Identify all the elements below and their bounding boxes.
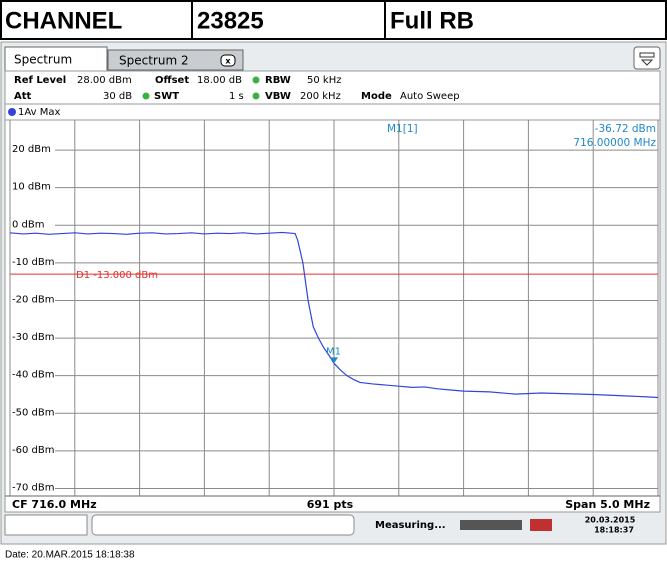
date-line: Date: 20.MAR.2015 18:18:38	[5, 550, 135, 561]
y-tick-label: -20 dBm	[12, 294, 54, 305]
tab[interactable]	[107, 49, 244, 71]
plot-frame	[4, 119, 661, 513]
setting-value: Auto Sweep	[400, 91, 460, 102]
status-date: 20.03.2015	[585, 516, 636, 525]
marker-readout: 716.00000 MHz	[573, 137, 656, 149]
status-box	[4, 514, 88, 536]
settings-panel	[4, 70, 661, 105]
setting-label: SWT	[154, 91, 179, 102]
header-cell: Full RB	[390, 7, 474, 34]
marker	[330, 357, 338, 364]
setting-value: 50 kHz	[307, 75, 341, 86]
trace-dot	[8, 108, 16, 116]
footer-left: CF 716.0 MHz	[12, 498, 97, 511]
status-dot	[252, 76, 260, 84]
settings: Ref Level 28.00 dBm Offset 18.00 dB RBW 50 kH…	[14, 75, 460, 102]
setting-value: 18.00 dB	[197, 75, 242, 86]
status-dot	[252, 92, 260, 100]
plot: 20 dBm 10 dBm 0 dBm -10 dBm -20 dBm -30 dBm -4…	[9, 120, 659, 496]
tab-label: Spectrum	[14, 53, 72, 67]
tab[interactable]	[4, 46, 108, 72]
setting-value: 30 dB	[103, 91, 132, 102]
footer-right: Span 5.0 MHz	[565, 498, 650, 511]
status-text: Measuring...	[375, 520, 446, 531]
marker-readout: -36.72 dBm	[595, 123, 656, 135]
tab-label: Spectrum 2	[119, 54, 189, 68]
setting-label: VBW	[265, 91, 291, 102]
display-line-label: D1 -13.000 dBm	[76, 270, 158, 281]
marker-readout: M1[1]	[387, 123, 418, 135]
y-tick-label: -10 dBm	[12, 257, 54, 268]
header-cell: 23825	[197, 7, 264, 34]
setting-label: Ref Level	[14, 75, 66, 86]
y-tick-label: -60 dBm	[12, 445, 54, 456]
trace-label-box	[4, 103, 661, 121]
status-dot	[142, 92, 150, 100]
header-cell: CHANNEL	[5, 7, 122, 34]
y-tick-label: -70 dBm	[12, 482, 54, 493]
y-tick-label: -40 dBm	[12, 370, 54, 381]
setting-label: Att	[14, 91, 32, 102]
setting-value: 1 s	[229, 91, 244, 102]
y-tick-label: 0 dBm	[12, 219, 45, 230]
setting-value: 28.00 dBm	[77, 75, 132, 86]
status-box	[91, 514, 355, 536]
tab-close-icon: x	[225, 57, 231, 66]
y-tick-label: 20 dBm	[12, 144, 51, 155]
setting-label: Offset	[155, 75, 189, 86]
y-tick-label: 10 dBm	[12, 182, 51, 193]
y-tick-label: -50 dBm	[12, 407, 54, 418]
tab-close[interactable]	[220, 54, 236, 67]
status-icon	[530, 519, 552, 531]
menu-icon	[639, 52, 655, 66]
y-tick-label: -30 dBm	[12, 332, 54, 343]
trace	[9, 231, 659, 399]
header-box	[0, 0, 667, 40]
status-time: 18:18:37	[594, 526, 634, 535]
footer-center: 691 pts	[307, 498, 354, 511]
setting-label: Mode	[361, 91, 392, 102]
progress-bar	[460, 520, 522, 530]
setting-value: 200 kHz	[300, 91, 341, 102]
trace-label: 1Av Max	[18, 107, 60, 118]
marker-label: M1	[326, 346, 341, 357]
setting-label: RBW	[265, 75, 291, 86]
